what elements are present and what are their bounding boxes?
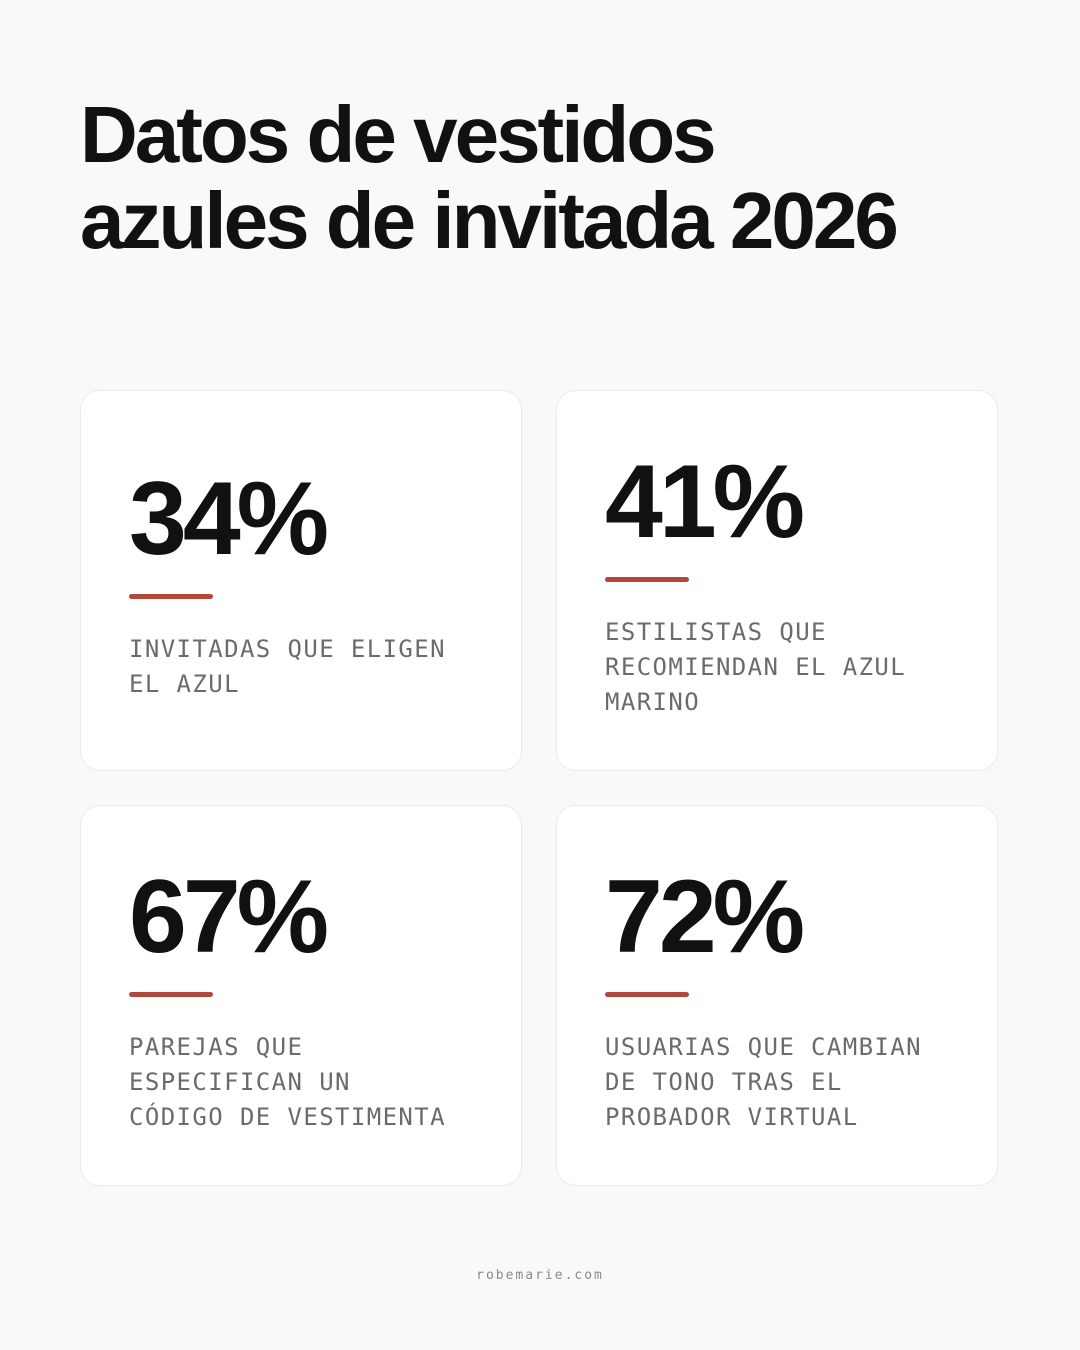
stat-label-line: RECOMIENDAN EL AZUL xyxy=(605,653,907,681)
stat-label-line: CÓDIGO DE VESTIMENTA xyxy=(129,1103,446,1131)
stat-card-estilistas: 41% ESTILISTAS QUE RECOMIENDAN EL AZUL M… xyxy=(556,390,998,771)
stat-label-line: EL AZUL xyxy=(129,670,240,698)
stat-label: USUARIAS QUE CAMBIAN DE TONO TRAS EL PRO… xyxy=(605,1030,965,1135)
footer-domain: robemarie.com xyxy=(476,1268,604,1283)
stat-label: INVITADAS QUE ELIGEN EL AZUL xyxy=(129,632,489,702)
stat-value: 67% xyxy=(129,859,329,975)
stat-label-line: ESTILISTAS QUE xyxy=(605,618,827,646)
stat-value: 41% xyxy=(605,444,805,560)
accent-divider xyxy=(605,577,689,582)
stat-label-line: MARINO xyxy=(605,688,701,716)
page-title: Datos de vestidos azules de invitada 202… xyxy=(80,92,1000,264)
stat-label: PAREJAS QUE ESPECIFICAN UN CÓDIGO DE VES… xyxy=(129,1030,489,1135)
stat-label: ESTILISTAS QUE RECOMIENDAN EL AZUL MARIN… xyxy=(605,615,965,720)
stat-card-usuarias: 72% USUARIAS QUE CAMBIAN DE TONO TRAS EL… xyxy=(556,805,998,1186)
stat-value: 72% xyxy=(605,859,805,975)
accent-divider xyxy=(129,594,213,599)
stat-label-line: USUARIAS QUE CAMBIAN xyxy=(605,1033,922,1061)
stat-label-line: ESPECIFICAN UN xyxy=(129,1068,351,1096)
stat-label-line: DE TONO TRAS EL xyxy=(605,1068,843,1096)
stat-label-line: INVITADAS QUE ELIGEN xyxy=(129,635,446,663)
page-title-line: Datos de vestidos xyxy=(80,90,717,179)
accent-divider xyxy=(129,992,213,997)
accent-divider xyxy=(605,992,689,997)
stat-card-parejas: 67% PAREJAS QUE ESPECIFICAN UN CÓDIGO DE… xyxy=(80,805,522,1186)
stat-label-line: PAREJAS QUE xyxy=(129,1033,304,1061)
page-title-line: azules de invitada 2026 xyxy=(80,176,899,265)
stat-label-line: PROBADOR VIRTUAL xyxy=(605,1103,859,1131)
stat-card-invitadas: 34% INVITADAS QUE ELIGEN EL AZUL xyxy=(80,390,522,771)
stat-value: 34% xyxy=(129,461,329,577)
